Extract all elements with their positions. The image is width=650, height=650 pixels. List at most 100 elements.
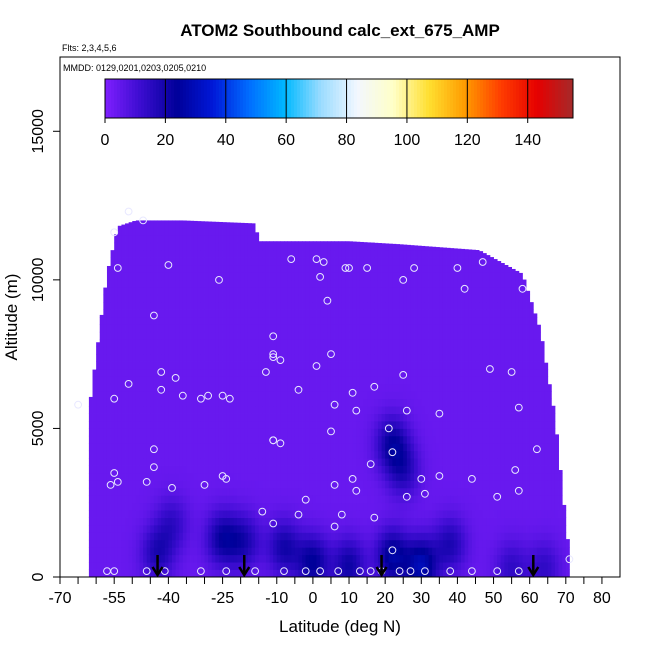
heatmap-cell [316, 398, 321, 407]
heatmap-cell [132, 547, 137, 556]
heatmap-cell [352, 398, 357, 407]
heatmap-cell [146, 547, 151, 556]
heatmap-cell [457, 413, 462, 422]
heatmap-cell [341, 279, 346, 288]
heatmap-cell [233, 450, 238, 459]
heatmap-cell [161, 443, 166, 452]
heatmap-cell [280, 331, 285, 340]
heatmap-cell [406, 569, 411, 578]
heatmap-cell [367, 369, 372, 377]
heatmap-cell [280, 287, 285, 296]
heatmap-cell [150, 317, 155, 325]
heatmap-cell [269, 428, 274, 437]
heatmap-cell [399, 250, 404, 258]
heatmap-cell [103, 480, 108, 489]
heatmap-cell [237, 554, 242, 563]
heatmap-cell [255, 435, 260, 444]
heatmap-cell [370, 257, 375, 266]
heatmap-cell [211, 398, 216, 407]
heatmap-cell [475, 376, 480, 385]
heatmap-cell [121, 443, 126, 452]
heatmap-cell [175, 495, 180, 504]
heatmap-cell [356, 250, 361, 258]
heatmap-cell [226, 279, 231, 288]
heatmap-cell [298, 309, 303, 318]
heatmap-cell [471, 354, 476, 362]
heatmap-cell [190, 554, 195, 563]
heatmap-cell [439, 458, 444, 466]
heatmap-cell [356, 443, 361, 452]
heatmap-cell [338, 241, 343, 244]
heatmap-cell [392, 383, 397, 392]
heatmap-cell [164, 532, 169, 541]
heatmap-cell [479, 554, 484, 563]
heatmap-cell [204, 227, 209, 236]
heatmap-cell [298, 369, 303, 377]
heatmap-cell [334, 257, 339, 266]
heatmap-cell [294, 241, 299, 244]
heatmap-cell [442, 450, 447, 459]
heatmap-cell [197, 502, 202, 511]
heatmap-cell [446, 421, 451, 429]
heatmap-cell [479, 294, 484, 303]
heatmap-cell [135, 562, 140, 570]
heatmap-cell [294, 272, 299, 281]
heatmap-cell [381, 406, 386, 414]
heatmap-cell [139, 495, 144, 504]
heatmap-cell [237, 354, 242, 362]
heatmap-cell [287, 376, 292, 385]
heatmap-cell [269, 383, 274, 392]
heatmap-cell [153, 435, 158, 444]
heatmap-cell [294, 562, 299, 570]
heatmap-cell [251, 294, 256, 303]
heatmap-cell [204, 309, 209, 318]
heatmap-cell [110, 257, 115, 266]
heatmap-cell [287, 346, 292, 355]
heatmap-cell [446, 510, 451, 518]
heatmap-cell [442, 532, 447, 541]
heatmap-cell [396, 294, 401, 303]
heatmap-cell [190, 265, 195, 273]
heatmap-cell [265, 495, 270, 504]
heatmap-cell [128, 428, 133, 437]
heatmap-cell [265, 532, 270, 541]
heatmap-cell [392, 354, 397, 362]
heatmap-cell [370, 554, 375, 563]
heatmap-cell [240, 465, 245, 474]
heatmap-cell [255, 502, 260, 511]
heatmap-cell [334, 398, 339, 407]
heatmap-cell [215, 242, 220, 251]
heatmap-cell [349, 480, 354, 489]
heatmap-cell [363, 539, 368, 548]
heatmap-cell [320, 517, 325, 526]
heatmap-cell [273, 510, 278, 518]
heatmap-cell [298, 525, 303, 533]
heatmap-cell [135, 502, 140, 511]
heatmap-cell [190, 562, 195, 570]
heatmap-cell [172, 309, 177, 318]
heatmap-cell [410, 361, 415, 370]
heatmap-cell [414, 398, 419, 407]
heatmap-cell [125, 562, 130, 570]
heatmap-cell [446, 495, 451, 504]
heatmap-cell [92, 428, 97, 437]
heatmap-cell [453, 569, 458, 578]
heatmap-cell [312, 502, 317, 511]
heatmap-cell [284, 369, 289, 377]
heatmap-cell [175, 532, 180, 541]
heatmap-cell [251, 257, 256, 266]
heatmap-cell [439, 428, 444, 437]
heatmap-cell [146, 279, 151, 288]
heatmap-cell [453, 354, 458, 362]
heatmap-cell [439, 547, 444, 556]
heatmap-cell [428, 458, 433, 466]
heatmap-cell [374, 554, 379, 563]
heatmap-cell [432, 554, 437, 563]
heatmap-cell [164, 265, 169, 273]
heatmap-cell [117, 369, 122, 377]
heatmap-cell [334, 339, 339, 348]
heatmap-cell [367, 354, 372, 362]
heatmap-cell [406, 517, 411, 526]
heatmap-cell [457, 272, 462, 281]
heatmap-cell [240, 242, 245, 251]
